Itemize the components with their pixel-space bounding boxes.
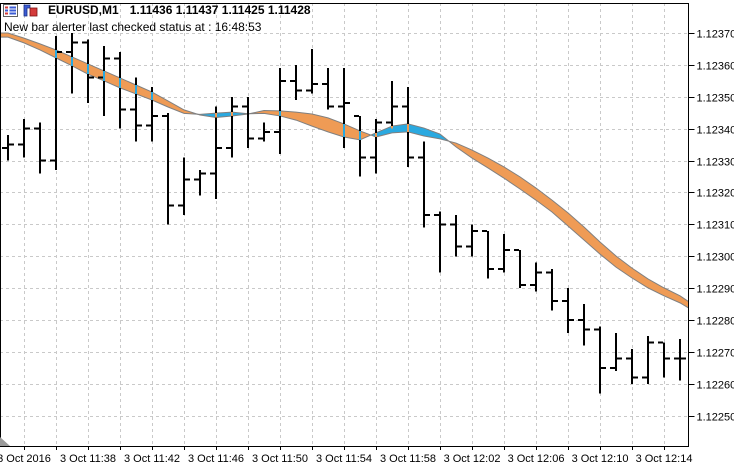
- price-tick-label: 1.12270: [697, 348, 734, 360]
- time-tick-label: 3 Oct 12:02: [444, 453, 501, 465]
- price-tick-label: 1.12320: [697, 188, 734, 200]
- price-tick-label: 1.12280: [697, 316, 734, 328]
- time-tick-label: 3 Oct 12:14: [636, 453, 693, 465]
- time-tick-label: 3 Oct 12:10: [572, 453, 629, 465]
- price-tick-label: 1.12260: [697, 380, 734, 392]
- price-axis-labels: 1.12370 1.12360 1.12350 1.12340 1.12330 1.123…: [688, 29, 734, 424]
- time-tick-label: 3 Oct 12:06: [508, 453, 565, 465]
- time-axis-labels: 3 Oct 2016 3 Oct 11:38 3 Oct 11:42 3 Oct 11…: [0, 446, 692, 465]
- chart-header: EURUSD,M1 1.11436 1.11437 1.11425 1.1142…: [3, 3, 311, 17]
- price-tick-label: 1.12290: [697, 284, 734, 296]
- ohlc-quote-label: 1.11436 1.11437 1.11425 1.11428: [129, 3, 311, 17]
- time-tick-label: 3 Oct 11:42: [124, 453, 180, 465]
- price-tick-label: 1.12330: [697, 157, 734, 169]
- indicator-comment-text: New bar alerter last checked status at :…: [4, 20, 262, 34]
- time-tick-label: 3 Oct 11:54: [316, 453, 372, 465]
- price-tick-label: 1.12340: [697, 125, 734, 137]
- price-tick-label: 1.12360: [697, 61, 734, 73]
- time-tick-label: 3 Oct 11:50: [252, 453, 308, 465]
- bar-chart-icon[interactable]: [23, 4, 38, 17]
- price-tick-label: 1.12350: [697, 93, 734, 105]
- price-tick-label: 1.12310: [697, 220, 734, 232]
- price-tick-label: 1.12300: [697, 252, 734, 264]
- time-tick-label: 3 Oct 11:46: [188, 453, 244, 465]
- history-start-marker: [0, 437, 10, 446]
- time-tick-label: 3 Oct 11:58: [380, 453, 436, 465]
- symbol-timeframe-label: EURUSD,M1: [48, 3, 119, 17]
- bar-ribbon-overlap-marks: [55, 49, 409, 140]
- gridlines: [0, 3, 689, 446]
- price-tick-label: 1.12370: [697, 29, 734, 41]
- time-tick-label: 3 Oct 2016: [0, 453, 51, 465]
- ohlc-bars: [2, 33, 686, 394]
- time-tick-label: 3 Oct 11:38: [60, 453, 116, 465]
- price-tick-label: 1.12250: [697, 412, 734, 424]
- data-window-icon[interactable]: [3, 3, 18, 17]
